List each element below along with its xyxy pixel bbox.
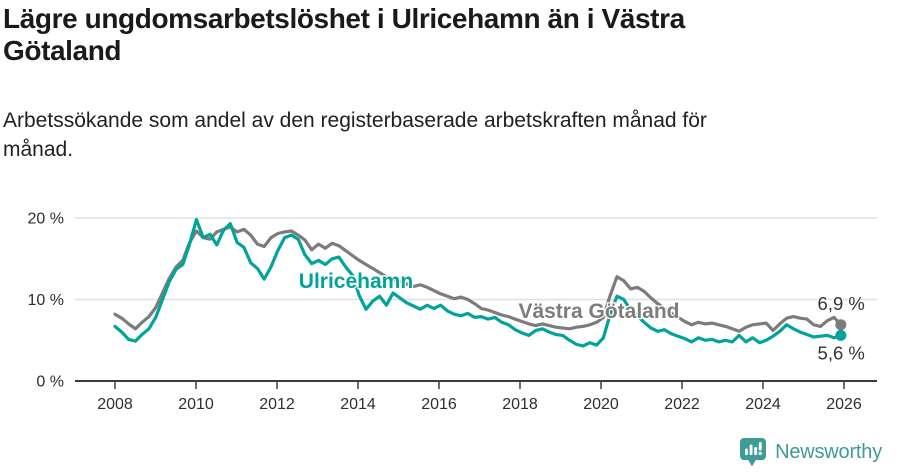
- x-tick-label: 2026: [826, 396, 862, 413]
- series-label-v-stra-g-taland: Västra Götaland: [518, 300, 679, 323]
- x-tick-label: 2014: [340, 396, 376, 413]
- end-value-label-ulricehamn: 5,6 %: [818, 342, 865, 363]
- x-tick-label: 2008: [97, 396, 133, 413]
- y-tick-label: 10 %: [28, 292, 64, 309]
- x-tick-label: 2020: [583, 396, 619, 413]
- bar-small: [745, 448, 748, 455]
- end-value-label-v-stra-g-taland: 6,9 %: [818, 293, 865, 314]
- brand-footer: Newsworthy: [739, 437, 882, 468]
- chart-subtitle: Arbetssökande som andel av den registerb…: [3, 109, 707, 161]
- x-tick-label: 2022: [664, 396, 700, 413]
- bar-medium: [754, 447, 758, 455]
- y-tick-label: 20 %: [28, 211, 64, 228]
- exclamation-bar: [758, 442, 762, 451]
- series-line-ulricehamn: [113, 218, 843, 348]
- x-tick-label: 2016: [421, 396, 457, 413]
- series-endpoint-dot-v-stra-g-taland: [835, 319, 847, 331]
- x-tick-label: 2012: [259, 396, 295, 413]
- series-endpoint-dot-ulricehamn: [835, 329, 847, 341]
- exclamation-dot: [758, 451, 763, 456]
- x-tick-label: 2018: [502, 396, 538, 413]
- series-label-ulricehamn: Ulricehamn: [299, 270, 413, 293]
- newsworthy-logo-icon: [740, 438, 767, 467]
- x-tick-label: 2024: [745, 396, 781, 413]
- brand-wordmark: Newsworthy: [775, 441, 882, 463]
- y-tick-label: 0 %: [36, 374, 64, 391]
- x-tick-label: 2010: [178, 396, 214, 413]
- speech-bubble-shape: [740, 438, 767, 467]
- page-title: Lägre ungdomsarbetslöshet i Ulricehamn ä…: [3, 3, 685, 66]
- bar-tall: [749, 444, 753, 455]
- series-line-v-stra-g-taland: [113, 225, 843, 333]
